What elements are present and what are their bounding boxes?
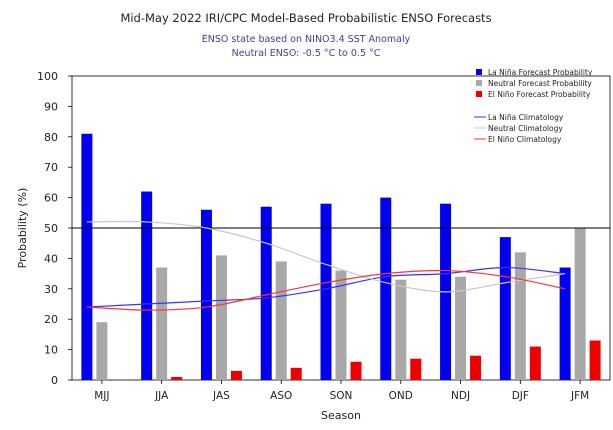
bar-1-JFM: [574, 228, 586, 380]
y-tick-label: 70: [44, 161, 58, 174]
y-tick-label: 10: [44, 344, 58, 357]
bar-1-NDJ: [455, 276, 467, 380]
bar-0-ASO: [260, 206, 272, 380]
legend-label-line-2: El Niño Climatology: [488, 135, 562, 144]
bar-0-JFM: [559, 267, 571, 380]
legend-label-bar-1: Neutral Forecast Probability: [488, 79, 592, 88]
climatology-line-2: [86, 269, 566, 311]
bar-1-DJF: [514, 252, 526, 380]
chart-subtitle-line-1: ENSO state based on NINO3.4 SST Anomaly: [202, 34, 411, 45]
x-tick-label: JAS: [212, 390, 230, 402]
y-tick-label: 60: [44, 192, 58, 205]
y-tick-label: 100: [37, 70, 58, 83]
x-tick-label: NDJ: [451, 390, 470, 402]
bar-2-JJA: [171, 376, 183, 380]
bar-2-OND: [410, 358, 422, 380]
bar-2-ASO: [290, 367, 302, 380]
y-tick-label: 20: [44, 313, 58, 326]
bar-1-OND: [395, 279, 407, 380]
bar-0-MJJ: [81, 133, 93, 380]
bar-2-DJF: [529, 346, 541, 380]
y-tick-label: 80: [44, 131, 58, 144]
bar-2-SON: [350, 361, 362, 380]
legend-label-bar-2: El Niño Forecast Probability: [488, 90, 591, 99]
y-tick-label: 0: [51, 374, 58, 387]
bar-0-DJF: [499, 237, 511, 380]
plot-area: 0 10 20 30 40 50 60 70 80 90 100 MJJ JJA JAS ASO SON OND…: [37, 70, 611, 402]
y-tick-label: 50: [44, 222, 58, 235]
legend-label-bar-0: La Niña Forecast Probability: [488, 68, 593, 77]
legend-swatch-bar-0: [476, 69, 482, 75]
x-tick-label: OND: [389, 390, 413, 402]
x-tick-label: ASO: [270, 390, 292, 402]
legend-label-line-0: La Niña Climatology: [488, 113, 564, 122]
climatology-line-0: [86, 266, 566, 308]
x-tick-label: DJF: [512, 390, 529, 402]
y-tick-label: 30: [44, 283, 58, 296]
legend-swatch-bar-2: [476, 91, 482, 97]
bar-2-JFM: [589, 340, 601, 380]
x-axis-label: Season: [321, 409, 361, 422]
bar-0-JJA: [141, 191, 153, 380]
x-tick-label: JJA: [154, 390, 169, 402]
legend: La Niña Forecast Probability Neutral Fore…: [474, 68, 593, 144]
bar-1-MJJ: [96, 322, 108, 380]
x-tick-label: MJJ: [94, 390, 109, 402]
y-tick-label: 90: [44, 100, 58, 113]
bar-0-JAS: [200, 209, 212, 380]
bar-0-SON: [320, 203, 332, 380]
bar-0-OND: [380, 197, 392, 380]
chart-title: Mid-May 2022 IRI/CPC Model-Based Probabi…: [120, 11, 491, 25]
bar-2-NDJ: [470, 355, 482, 380]
legend-label-line-1: Neutral Climatology: [488, 124, 563, 133]
x-tick-label: JFM: [570, 390, 589, 402]
chart-subtitle-line-2: Neutral ENSO: -0.5 °C to 0.5 °C: [232, 48, 381, 59]
y-axis-label: Probability (%): [16, 188, 29, 269]
bar-1-ASO: [275, 261, 287, 380]
legend-swatch-bar-1: [476, 80, 482, 86]
y-tick-label: 40: [44, 252, 58, 265]
x-tick-label: SON: [330, 390, 353, 402]
bar-1-JJA: [156, 267, 168, 380]
climatology-line-1: [86, 220, 566, 293]
bar-1-SON: [335, 270, 347, 380]
bar-2-JAS: [230, 370, 242, 380]
bar-1-JAS: [215, 255, 227, 380]
